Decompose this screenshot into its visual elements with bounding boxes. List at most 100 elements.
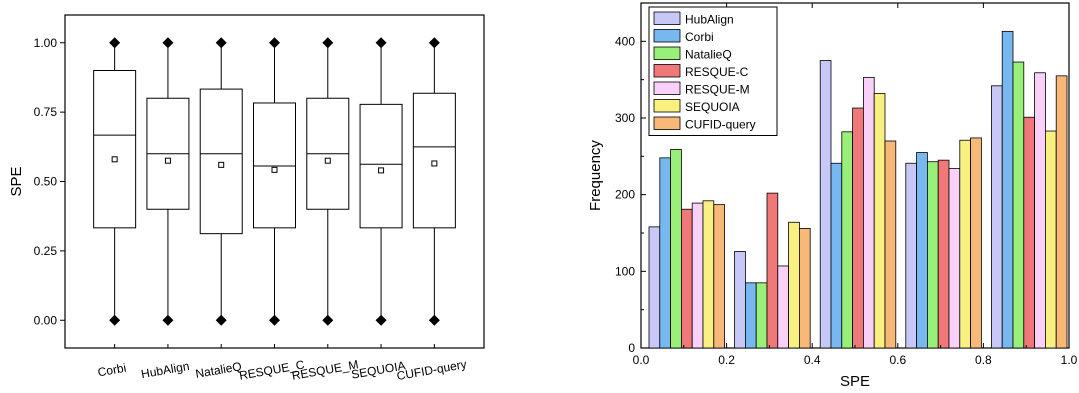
- bar: [1055, 75, 1068, 349]
- outlier-marker: [162, 37, 174, 49]
- bar: [1001, 30, 1014, 349]
- outlier-marker: [322, 314, 334, 326]
- bar: [1023, 116, 1035, 349]
- bar: [734, 250, 746, 349]
- mean-marker: [111, 156, 118, 163]
- bar: [959, 139, 971, 349]
- outlier-marker: [162, 314, 174, 326]
- bar: [1045, 130, 1057, 349]
- y-tick-label: 0.50: [34, 175, 58, 189]
- bar: [659, 157, 671, 349]
- outlier-marker: [428, 37, 440, 49]
- mean-marker: [164, 157, 171, 164]
- outlier-marker: [269, 314, 280, 326]
- bar: [991, 85, 1003, 349]
- bar: [970, 137, 982, 349]
- bar: [863, 76, 875, 349]
- histogram-chart: 0.0 0.2 0.4 0.6 0.8 1.0 0 100 200 300 400 SPE Freque…: [587, 2, 1078, 390]
- y-tick-label: 300: [615, 111, 635, 125]
- legend-swatch: [653, 64, 681, 78]
- x-tick-label: 0.6: [889, 353, 906, 367]
- y-tick-label: 1.00: [34, 36, 58, 50]
- bar: [916, 152, 928, 349]
- legend-swatch: [653, 46, 681, 60]
- outlier-marker: [375, 37, 387, 49]
- outlier-marker: [322, 37, 334, 49]
- bar: [788, 221, 800, 349]
- bar: [937, 159, 950, 349]
- bar: [799, 227, 811, 349]
- bar: [1012, 61, 1025, 349]
- bar: [1034, 72, 1046, 349]
- bar: [830, 162, 843, 349]
- y-axis-label: SPE: [8, 166, 25, 196]
- legend-label: RESQUE-M: [685, 83, 750, 97]
- box: [199, 88, 243, 235]
- outlier-marker: [269, 37, 280, 49]
- bar: [670, 149, 682, 349]
- outlier-marker: [215, 314, 227, 326]
- x-axis-label: SPE: [840, 373, 870, 390]
- bar: [755, 282, 768, 349]
- bar: [702, 200, 715, 349]
- bar: [745, 282, 757, 349]
- legend-swatch: [653, 116, 681, 130]
- outlier-marker: [109, 314, 121, 326]
- boxplot-chart: 0.00 0.25 0.50 0.75 1.00 SPE Corbi HubAlign Nata…: [8, 14, 485, 383]
- bar: [948, 168, 961, 349]
- box: [253, 102, 296, 229]
- bar: [681, 208, 693, 349]
- legend-label: CUFID-query: [685, 118, 756, 132]
- x-tick-label: Corbi: [97, 361, 128, 380]
- legend-swatch: [653, 11, 681, 25]
- bar: [777, 265, 789, 349]
- x-tick-label: 0.4: [804, 353, 821, 367]
- legend-label: Corbi: [685, 30, 714, 44]
- legend-label: HubAlign: [685, 13, 734, 27]
- y-tick-label: 200: [615, 188, 635, 202]
- bar: [766, 192, 779, 349]
- mean-marker: [378, 167, 385, 174]
- y-axis-label: Frequency: [587, 140, 604, 211]
- bar: [873, 93, 886, 349]
- mean-marker: [218, 161, 225, 168]
- mean-marker: [324, 157, 331, 164]
- mean-marker: [271, 166, 278, 173]
- y-tick-label: 100: [615, 264, 635, 278]
- mean-marker: [431, 160, 438, 167]
- y-tick-label: 0: [628, 341, 635, 355]
- legend-label: SEQUOIA: [685, 100, 740, 114]
- x-tick-label: 0.8: [975, 353, 992, 367]
- bar: [841, 131, 853, 349]
- outlier-marker: [375, 314, 387, 326]
- legend-label: NatalieQ: [685, 48, 732, 62]
- y-tick-label: 0.00: [34, 313, 58, 327]
- outlier-marker: [428, 314, 440, 326]
- x-tick-label: 0.2: [718, 353, 735, 367]
- bar: [648, 226, 661, 349]
- box: [93, 70, 137, 229]
- x-tick-label: 0.0: [633, 353, 650, 367]
- bar: [819, 60, 832, 349]
- bar: [691, 202, 704, 349]
- y-tick-label: 400: [615, 34, 635, 48]
- bar: [927, 161, 939, 349]
- legend-label: RESQUE-C: [685, 65, 749, 79]
- y-tick-label: 0.75: [34, 105, 58, 119]
- bar: [713, 204, 725, 349]
- x-tick-label: NatalieQ: [194, 359, 242, 381]
- outlier-marker: [215, 37, 227, 49]
- outlier-marker: [109, 37, 121, 49]
- x-tick-label: HubAlign: [140, 359, 190, 381]
- bar: [852, 107, 864, 349]
- y-tick-label: 0.25: [34, 244, 58, 258]
- box: [359, 103, 403, 229]
- x-tick-label: 1.0: [1061, 353, 1078, 367]
- bar: [884, 140, 897, 349]
- x-tick-label: CUFID-query: [396, 357, 468, 383]
- bar: [905, 162, 917, 349]
- legend-swatch: [653, 29, 681, 43]
- legend-swatch: [653, 81, 681, 95]
- legend-swatch: [653, 99, 681, 113]
